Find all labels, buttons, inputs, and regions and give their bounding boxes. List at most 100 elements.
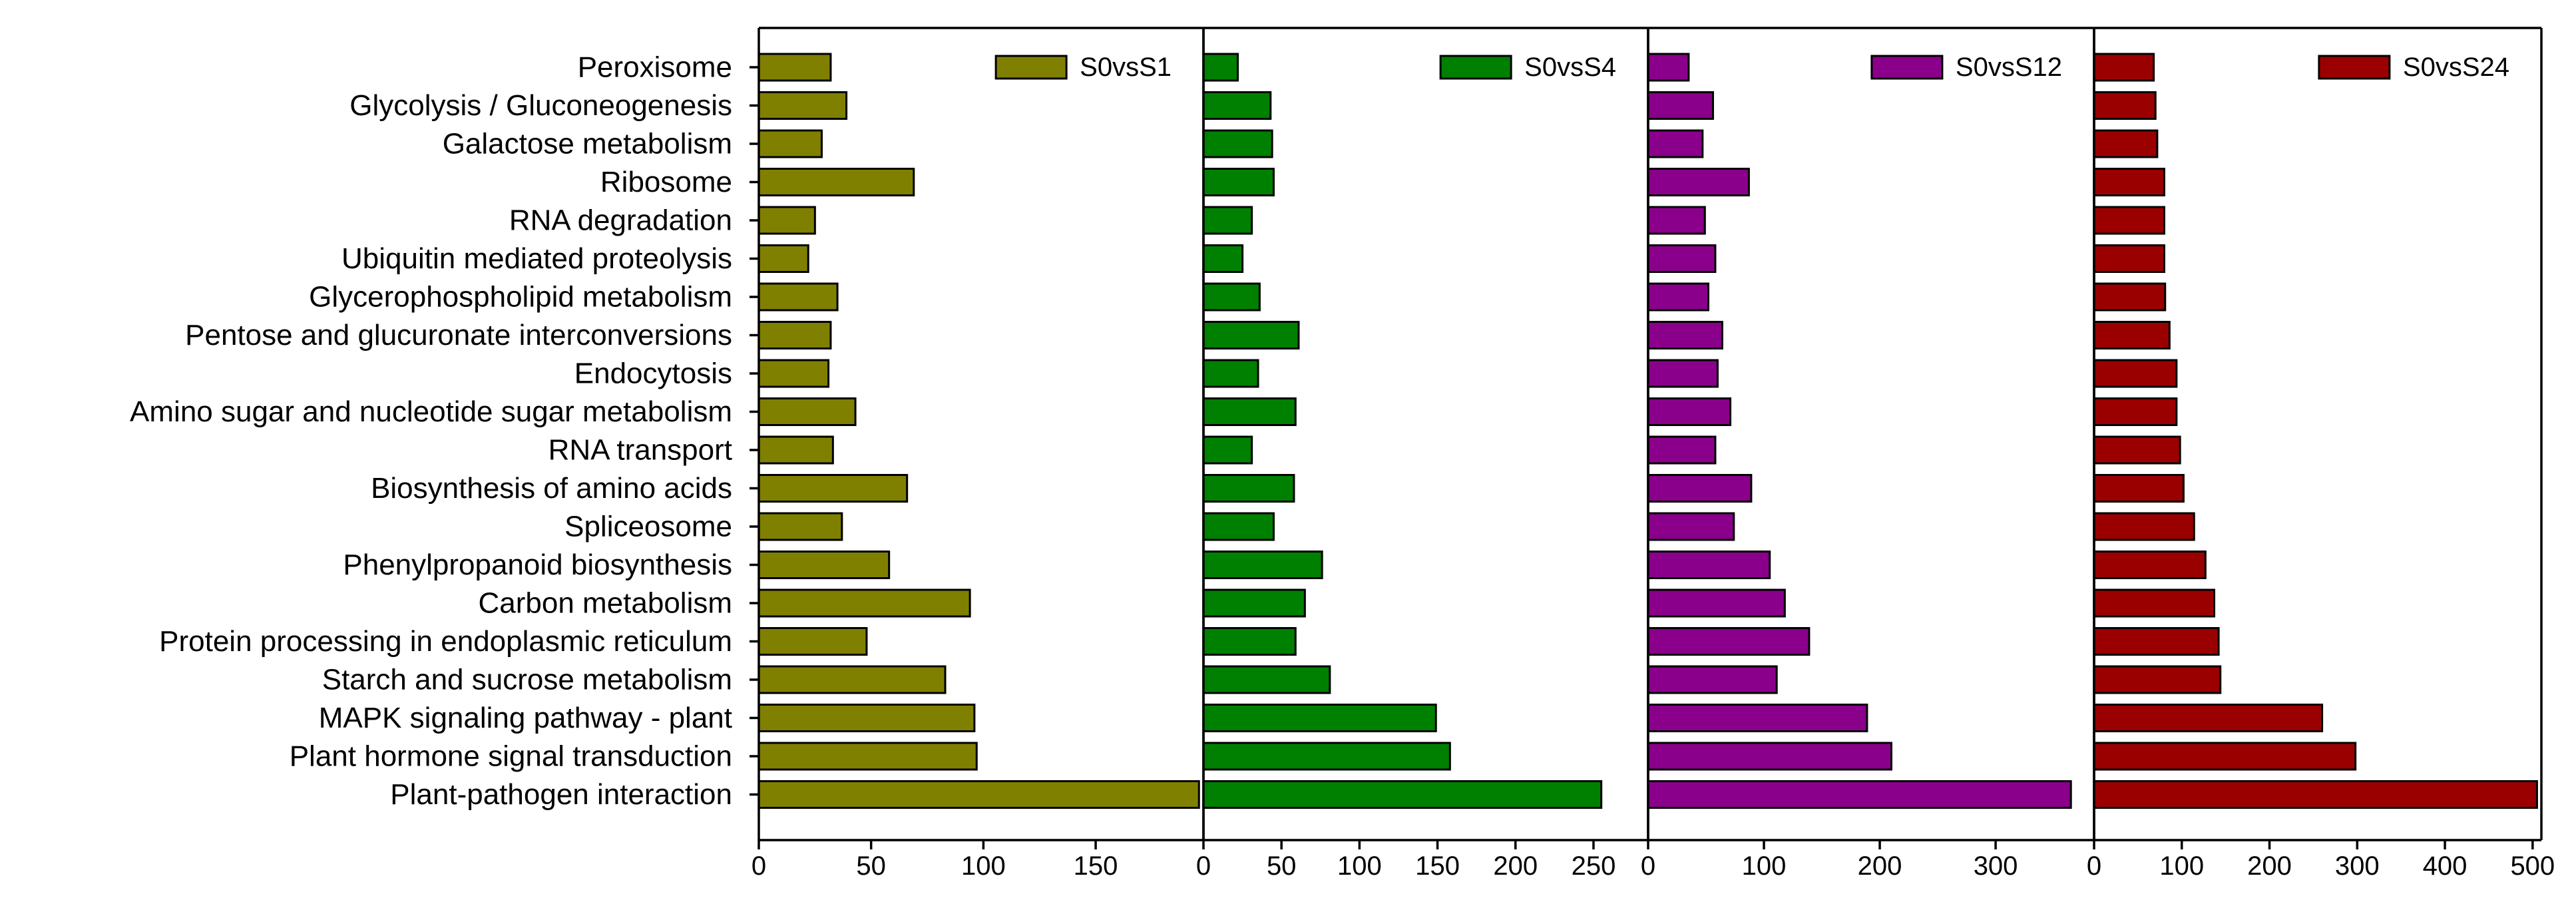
bar (757, 665, 947, 694)
bar (1202, 359, 1259, 388)
x-tick-label: 200 (1858, 851, 1902, 881)
x-tick-label: 50 (1267, 851, 1297, 881)
x-tick-label: 0 (751, 851, 766, 881)
bar (757, 742, 978, 771)
x-tick-label: 150 (1074, 851, 1118, 881)
category-label: Peroxisome (578, 51, 732, 84)
bar (1647, 435, 1717, 465)
bar (1647, 206, 1706, 235)
bar (757, 627, 868, 656)
bar (2093, 551, 2207, 579)
legend-label: S0vsS1 (1080, 53, 1172, 82)
category-label: Glycerophospholipid metabolism (309, 281, 732, 314)
bar (1647, 704, 1868, 732)
legend-S0vsS4: S0vsS4 (1439, 53, 1616, 82)
x-tick-label: 300 (2335, 851, 2380, 881)
bar (757, 588, 971, 618)
category-label: Plant-pathogen interaction (390, 778, 732, 811)
category-label: Carbon metabolism (479, 587, 733, 620)
bar (1202, 742, 1451, 771)
bar (757, 53, 832, 82)
category-label: RNA degradation (509, 204, 732, 237)
bar (1647, 397, 1732, 426)
bar (1647, 168, 1750, 196)
bar (757, 512, 843, 541)
panel-S0vsS24: 0 100 200 300 400 500 S0vsS24 (2087, 27, 2555, 881)
bar (757, 780, 1200, 809)
bar (1647, 53, 1690, 82)
bar (757, 397, 857, 426)
bar (2093, 206, 2165, 235)
bar (1202, 435, 1253, 465)
bar (2093, 474, 2185, 503)
bar (1202, 53, 1239, 82)
bar (2093, 168, 2165, 196)
category-label: Plant hormone signal transduction (290, 740, 732, 773)
x-tick-label: 100 (2159, 851, 2204, 881)
bar (1202, 627, 1297, 656)
category-label: Protein processing in endoplasmic reticu… (159, 625, 732, 658)
bar (2093, 321, 2171, 349)
bar (1202, 551, 1323, 579)
category-label: Pentose and glucuronate interconversions (185, 319, 732, 351)
bar (2093, 282, 2167, 312)
bar (2093, 129, 2159, 158)
panel-S0vsS1: 0 50 100 150 S0vsS1 (751, 27, 1205, 881)
bar (1647, 244, 1717, 273)
category-label: Phenylpropanoid biosynthesis (343, 549, 732, 581)
bar (1202, 588, 1306, 618)
legend-label: S0vsS12 (1956, 53, 2062, 82)
bar (1647, 780, 2072, 809)
bar (757, 435, 834, 465)
bar (1202, 206, 1253, 235)
legend-label: S0vsS4 (1524, 53, 1616, 82)
bar (1202, 168, 1275, 196)
bar (1202, 665, 1331, 694)
category-labels: Peroxisome Glycolysis / Gluconeogenesis Ga… (130, 51, 759, 811)
bar (2093, 397, 2178, 426)
x-tick-label: 0 (2087, 851, 2101, 881)
x-tick-label: 200 (2247, 851, 2292, 881)
panel-S0vsS12: 0 100 200 300 S0vsS12 (1641, 27, 2095, 881)
bar (1202, 91, 1272, 120)
bar (1647, 742, 1892, 771)
bar (2093, 91, 2157, 120)
bar (1202, 512, 1275, 541)
bar (757, 321, 832, 349)
x-tick-label: 150 (1415, 851, 1460, 881)
x-tick-label: 50 (856, 851, 886, 881)
legend-S0vsS24: S0vsS24 (2318, 53, 2509, 82)
bar (1647, 665, 1778, 694)
x-tick-label: 250 (1572, 851, 1616, 881)
bar (757, 282, 839, 312)
bar (2093, 704, 2324, 732)
bar (1202, 129, 1273, 158)
bar (1202, 474, 1295, 503)
bar (2093, 665, 2222, 694)
legend-S0vsS1: S0vsS1 (994, 53, 1172, 82)
chart-panels: 0 50 100 150 S0vsS1 0 50 100 150 200 250 S0vsS4 0 100… (751, 27, 2555, 881)
category-label: Amino sugar and nucleotide sugar metabol… (130, 395, 732, 428)
x-tick-label: 100 (1742, 851, 1787, 881)
legend-label: S0vsS24 (2403, 53, 2509, 82)
bar (757, 206, 816, 235)
category-label: MAPK signaling pathway - plant (319, 702, 732, 734)
bar (1647, 627, 1811, 656)
bar (2093, 359, 2178, 388)
bar (1202, 321, 1300, 349)
x-tick-label: 500 (2510, 851, 2555, 881)
bar (2093, 244, 2165, 273)
bar (2093, 780, 2538, 809)
x-tick-label: 400 (2423, 851, 2468, 881)
category-label: RNA transport (548, 434, 732, 467)
panel-S0vsS4: 0 50 100 150 200 250 S0vsS4 (1196, 27, 1649, 881)
bar (1647, 359, 1719, 388)
bar (1202, 780, 1603, 809)
category-label: Ubiquitin mediated proteolysis (341, 242, 732, 275)
category-label: Glycolysis / Gluconeogenesis (349, 89, 732, 122)
x-tick-label: 100 (961, 851, 1006, 881)
legend-S0vsS12: S0vsS12 (1870, 53, 2062, 82)
bar (757, 474, 909, 503)
category-label: Biosynthesis of amino acids (371, 472, 732, 505)
bar (1647, 474, 1753, 503)
